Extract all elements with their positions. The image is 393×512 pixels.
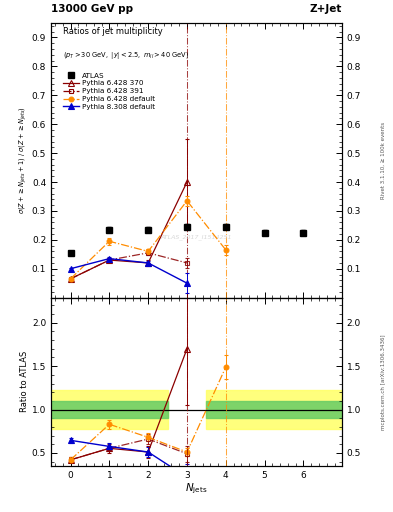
Text: 13000 GeV pp: 13000 GeV pp: [51, 4, 133, 14]
X-axis label: $N_\mathrm{jets}$: $N_\mathrm{jets}$: [185, 481, 208, 496]
Y-axis label: Ratio to ATLAS: Ratio to ATLAS: [20, 351, 29, 412]
Bar: [206, 391, 342, 429]
Legend: ATLAS, Pythia 6.428 370, Pythia 6.428 391, Pythia 6.428 default, Pythia 8.308 de: ATLAS, Pythia 6.428 370, Pythia 6.428 39…: [63, 73, 154, 110]
Text: ATLAS_2017_I1514251: ATLAS_2017_I1514251: [161, 234, 232, 240]
Text: Z+Jet: Z+Jet: [310, 4, 342, 14]
Text: $(p_{T} > 30\ \mathrm{GeV},\ |y| < 2.5,\ m_{ll} > 40\ \mathrm{GeV})$: $(p_{T} > 30\ \mathrm{GeV},\ |y| < 2.5,\…: [63, 51, 189, 61]
Y-axis label: $\sigma(Z + \geq N_{jets}+1)\ /\ \sigma(Z + \geq N_{jets})$: $\sigma(Z + \geq N_{jets}+1)\ /\ \sigma(…: [18, 106, 29, 214]
Text: Rivet 3.1.10, ≥ 100k events: Rivet 3.1.10, ≥ 100k events: [381, 122, 386, 199]
Text: Ratios of jet multiplicity: Ratios of jet multiplicity: [63, 27, 162, 36]
Bar: [51, 401, 167, 418]
Bar: [51, 391, 167, 429]
Text: mcplots.cern.ch [arXiv:1306.3436]: mcplots.cern.ch [arXiv:1306.3436]: [381, 334, 386, 430]
Bar: [206, 401, 342, 418]
